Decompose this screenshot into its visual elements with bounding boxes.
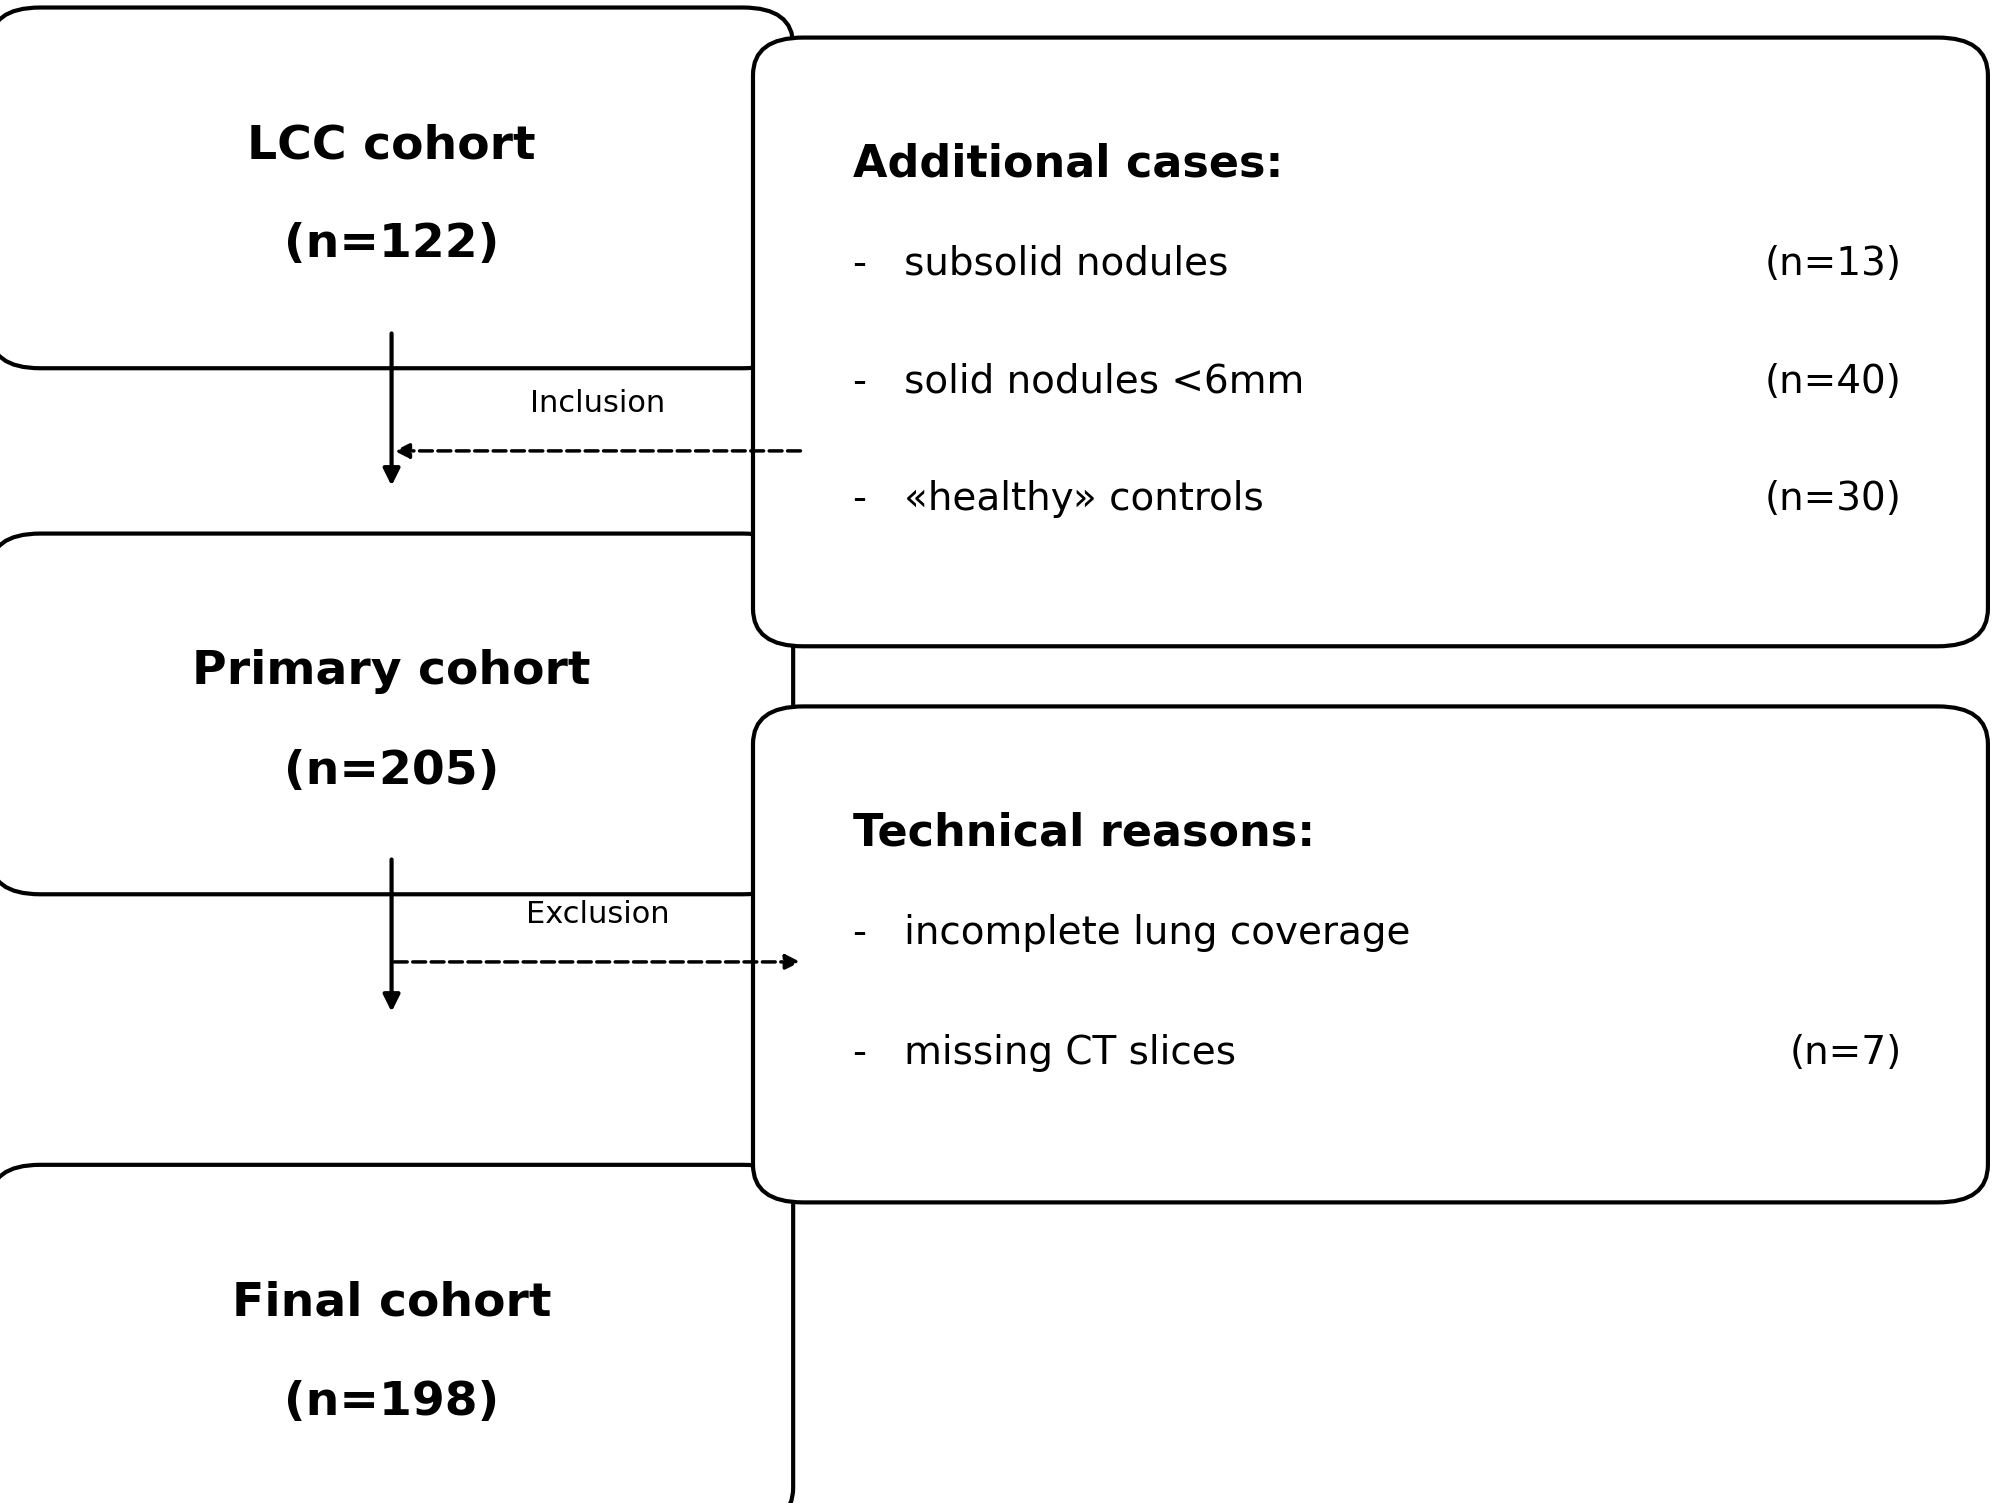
Text: -   solid nodules <6mm: - solid nodules <6mm xyxy=(853,362,1305,401)
Text: Exclusion: Exclusion xyxy=(526,900,668,929)
Text: (n=198): (n=198) xyxy=(283,1380,500,1425)
Text: -   «healthy» controls: - «healthy» controls xyxy=(853,481,1264,519)
Text: Technical reasons:: Technical reasons: xyxy=(853,812,1315,855)
FancyBboxPatch shape xyxy=(753,706,1987,1202)
Text: (n=7): (n=7) xyxy=(1788,1034,1901,1072)
Text: -   subsolid nodules: - subsolid nodules xyxy=(853,245,1228,283)
FancyBboxPatch shape xyxy=(753,38,1987,646)
Text: Additional cases:: Additional cases: xyxy=(853,143,1282,186)
Text: Final cohort: Final cohort xyxy=(231,1281,552,1326)
FancyBboxPatch shape xyxy=(0,1165,793,1503)
FancyBboxPatch shape xyxy=(0,8,793,368)
Text: (n=40): (n=40) xyxy=(1764,362,1901,401)
FancyBboxPatch shape xyxy=(0,534,793,894)
Text: (n=13): (n=13) xyxy=(1764,245,1901,283)
Text: (n=205): (n=205) xyxy=(283,748,500,794)
Text: (n=30): (n=30) xyxy=(1764,481,1901,519)
Text: -   missing CT slices: - missing CT slices xyxy=(853,1034,1236,1072)
Text: Inclusion: Inclusion xyxy=(530,389,664,418)
Text: LCC cohort: LCC cohort xyxy=(247,123,536,168)
Text: Primary cohort: Primary cohort xyxy=(193,649,590,694)
Text: (n=122): (n=122) xyxy=(283,222,500,268)
Text: -   incomplete lung coverage: - incomplete lung coverage xyxy=(853,914,1411,951)
